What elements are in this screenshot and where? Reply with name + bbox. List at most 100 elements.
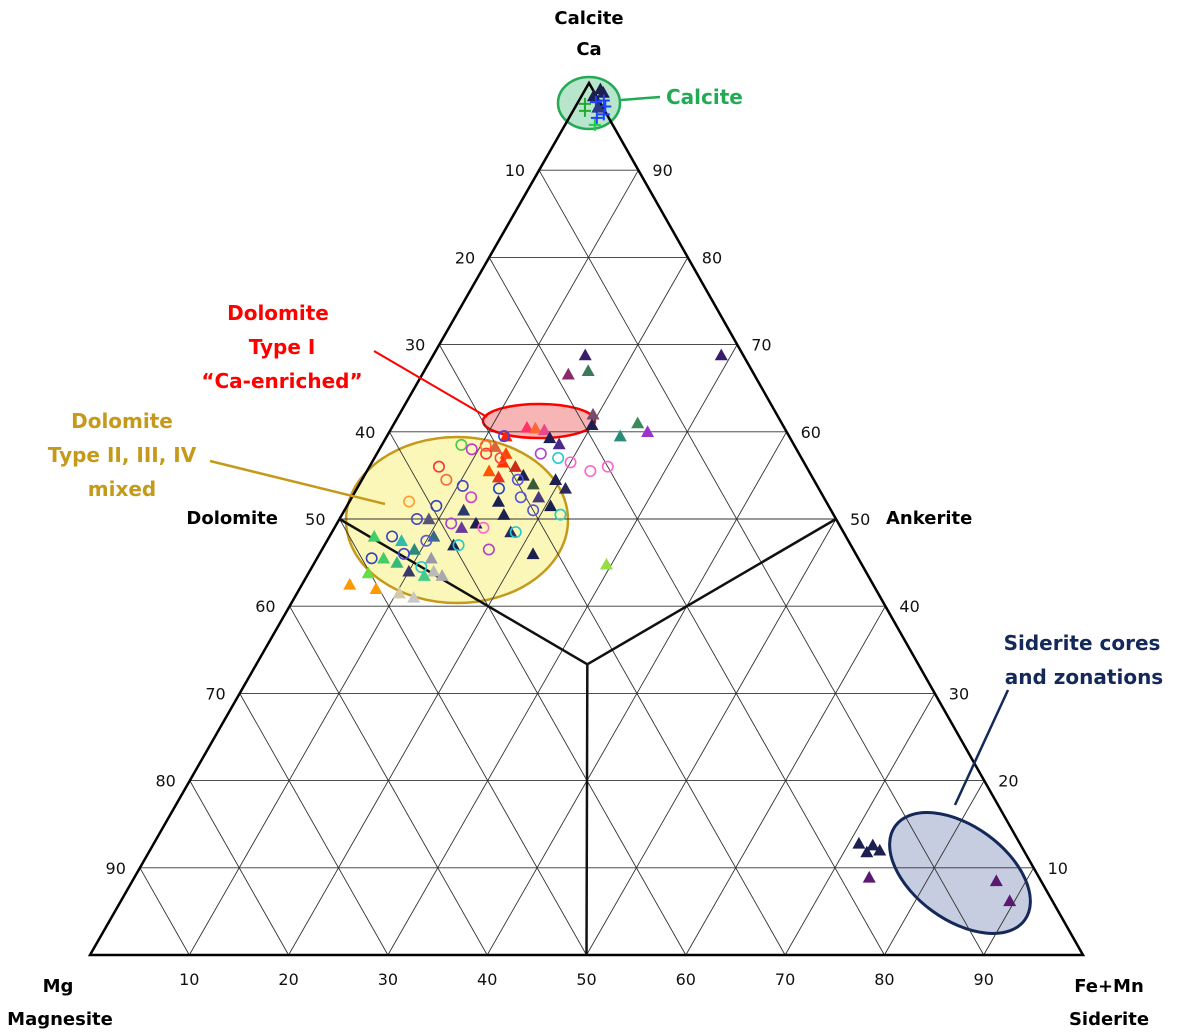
dolomite-type-mixed-annotation-3: mixed xyxy=(88,477,156,501)
data-point-triangle-21 xyxy=(520,420,534,433)
tick-right-30: 30 xyxy=(949,684,969,703)
data-point-circle-81 xyxy=(430,499,443,512)
tick-left-80: 80 xyxy=(155,772,175,791)
dolomite-type-mixed-annotation-2: Type II, III, IV xyxy=(48,443,197,467)
data-point-circle-94 xyxy=(415,560,428,573)
data-point-triangle-38 xyxy=(491,495,505,507)
data-point-triangle-41 xyxy=(497,508,511,520)
tick-bottom-50: 50 xyxy=(576,970,596,989)
data-point-triangle-54 xyxy=(402,564,416,577)
tick-left-60: 60 xyxy=(255,597,275,616)
data-point-triangle-34 xyxy=(526,477,540,490)
tick-right-90: 90 xyxy=(652,161,672,180)
calcite-leader-line xyxy=(620,95,661,102)
data-point-triangle-100 xyxy=(873,843,887,856)
data-point-triangle-42 xyxy=(422,512,436,525)
data-point-circle-91 xyxy=(482,543,495,556)
data-point-circle-73 xyxy=(564,456,577,469)
siderite-annotation-1: Siderite cores xyxy=(1004,631,1161,655)
data-point-circle-71 xyxy=(534,447,547,460)
data-point-triangle-33 xyxy=(516,468,530,481)
data-point-plus-3 xyxy=(597,94,610,107)
grid-line-fe-70 xyxy=(784,693,936,956)
data-point-triangle-58 xyxy=(435,569,449,581)
tick-right-40: 40 xyxy=(899,597,919,616)
tick-bottom-90: 90 xyxy=(974,970,994,989)
grid-line-fe-60 xyxy=(685,605,886,956)
tick-bottom-20: 20 xyxy=(278,970,298,989)
data-point-triangle-20 xyxy=(613,429,627,442)
data-point-triangle-61 xyxy=(392,586,406,599)
tick-right-70: 70 xyxy=(751,336,771,355)
data-point-triangle-99 xyxy=(866,838,880,851)
data-point-circle-85 xyxy=(445,517,458,530)
data-points xyxy=(343,82,1017,907)
data-point-triangle-32 xyxy=(492,470,505,483)
ankerite-edge-label: Ankerite xyxy=(886,508,972,529)
data-point-circle-96 xyxy=(440,473,453,486)
data-point-circle-90 xyxy=(452,539,465,552)
tick-bottom-10: 10 xyxy=(179,970,199,989)
data-point-triangle-37 xyxy=(532,490,546,503)
tick-left-10: 10 xyxy=(505,161,525,180)
field-boundary-0 xyxy=(338,517,588,666)
data-point-triangle-30 xyxy=(508,460,522,472)
corner-left-label-2: Magnesite xyxy=(7,1009,113,1030)
data-point-triangle-14 xyxy=(581,364,595,376)
data-point-circle-65 xyxy=(455,438,468,451)
grid-line-mg-90 xyxy=(139,867,190,956)
data-point-triangle-49 xyxy=(526,547,540,560)
corner-top-label-2: Ca xyxy=(576,39,601,60)
data-point-triangle-17 xyxy=(585,418,599,431)
data-point-triangle-101 xyxy=(860,845,874,858)
tick-right-20: 20 xyxy=(998,772,1018,791)
data-point-triangle-18 xyxy=(631,416,645,429)
data-point-circle-87 xyxy=(509,526,522,539)
data-point-plus-10 xyxy=(597,108,610,121)
data-point-triangle-60 xyxy=(369,582,383,594)
data-point-triangle-16 xyxy=(586,407,600,420)
data-point-circle-77 xyxy=(456,479,469,492)
siderite-annotation-2: and zonations xyxy=(1005,665,1163,689)
data-point-triangle-31 xyxy=(482,464,496,477)
data-point-triangle-19 xyxy=(641,425,655,437)
calcite-annotation: Calcite xyxy=(666,85,743,109)
corner-right-label-2: Siderite xyxy=(1069,1009,1149,1030)
data-point-circle-92 xyxy=(397,547,410,560)
data-point-triangle-57 xyxy=(417,569,431,581)
field-boundaries xyxy=(338,517,837,956)
data-point-triangle-27 xyxy=(488,440,502,452)
data-point-circle-93 xyxy=(365,552,378,565)
tick-bottom-40: 40 xyxy=(477,970,497,989)
tick-left-90: 90 xyxy=(106,859,126,878)
data-point-circle-67 xyxy=(480,447,493,460)
data-point-triangle-98 xyxy=(852,836,866,849)
data-point-plus-6 xyxy=(599,100,612,113)
grid-line-mg-80 xyxy=(189,780,289,956)
data-point-triangle-28 xyxy=(499,447,513,459)
data-point-triangle-48 xyxy=(407,543,421,555)
data-point-triangle-50 xyxy=(424,551,438,564)
data-point-triangle-35 xyxy=(549,473,563,485)
data-point-circle-80 xyxy=(465,491,478,504)
dolomite-type-mixed-leader-line xyxy=(209,459,386,506)
data-point-circle-88 xyxy=(386,530,399,543)
corner-top-label-1: Calcite xyxy=(554,8,623,29)
field-boundary-1 xyxy=(586,517,837,666)
tick-bottom-70: 70 xyxy=(775,970,795,989)
corner-left-label-1: Mg xyxy=(43,976,74,997)
data-point-triangle-51 xyxy=(377,551,391,564)
data-point-circle-86 xyxy=(477,521,490,534)
dolomite-type-mixed-annotation-1: Dolomite xyxy=(71,409,173,433)
data-point-triangle-55 xyxy=(427,564,441,577)
data-point-triangle-53 xyxy=(599,557,613,570)
tick-left-50: 50 xyxy=(305,510,325,529)
tick-left-40: 40 xyxy=(355,423,375,442)
data-point-triangle-102 xyxy=(862,870,876,883)
data-point-triangle-44 xyxy=(455,521,469,533)
data-point-triangle-103 xyxy=(989,874,1003,887)
dolomite-type-mixed-region-ellipse xyxy=(344,435,570,605)
data-point-triangle-11 xyxy=(591,100,605,113)
tick-left-20: 20 xyxy=(455,248,475,267)
